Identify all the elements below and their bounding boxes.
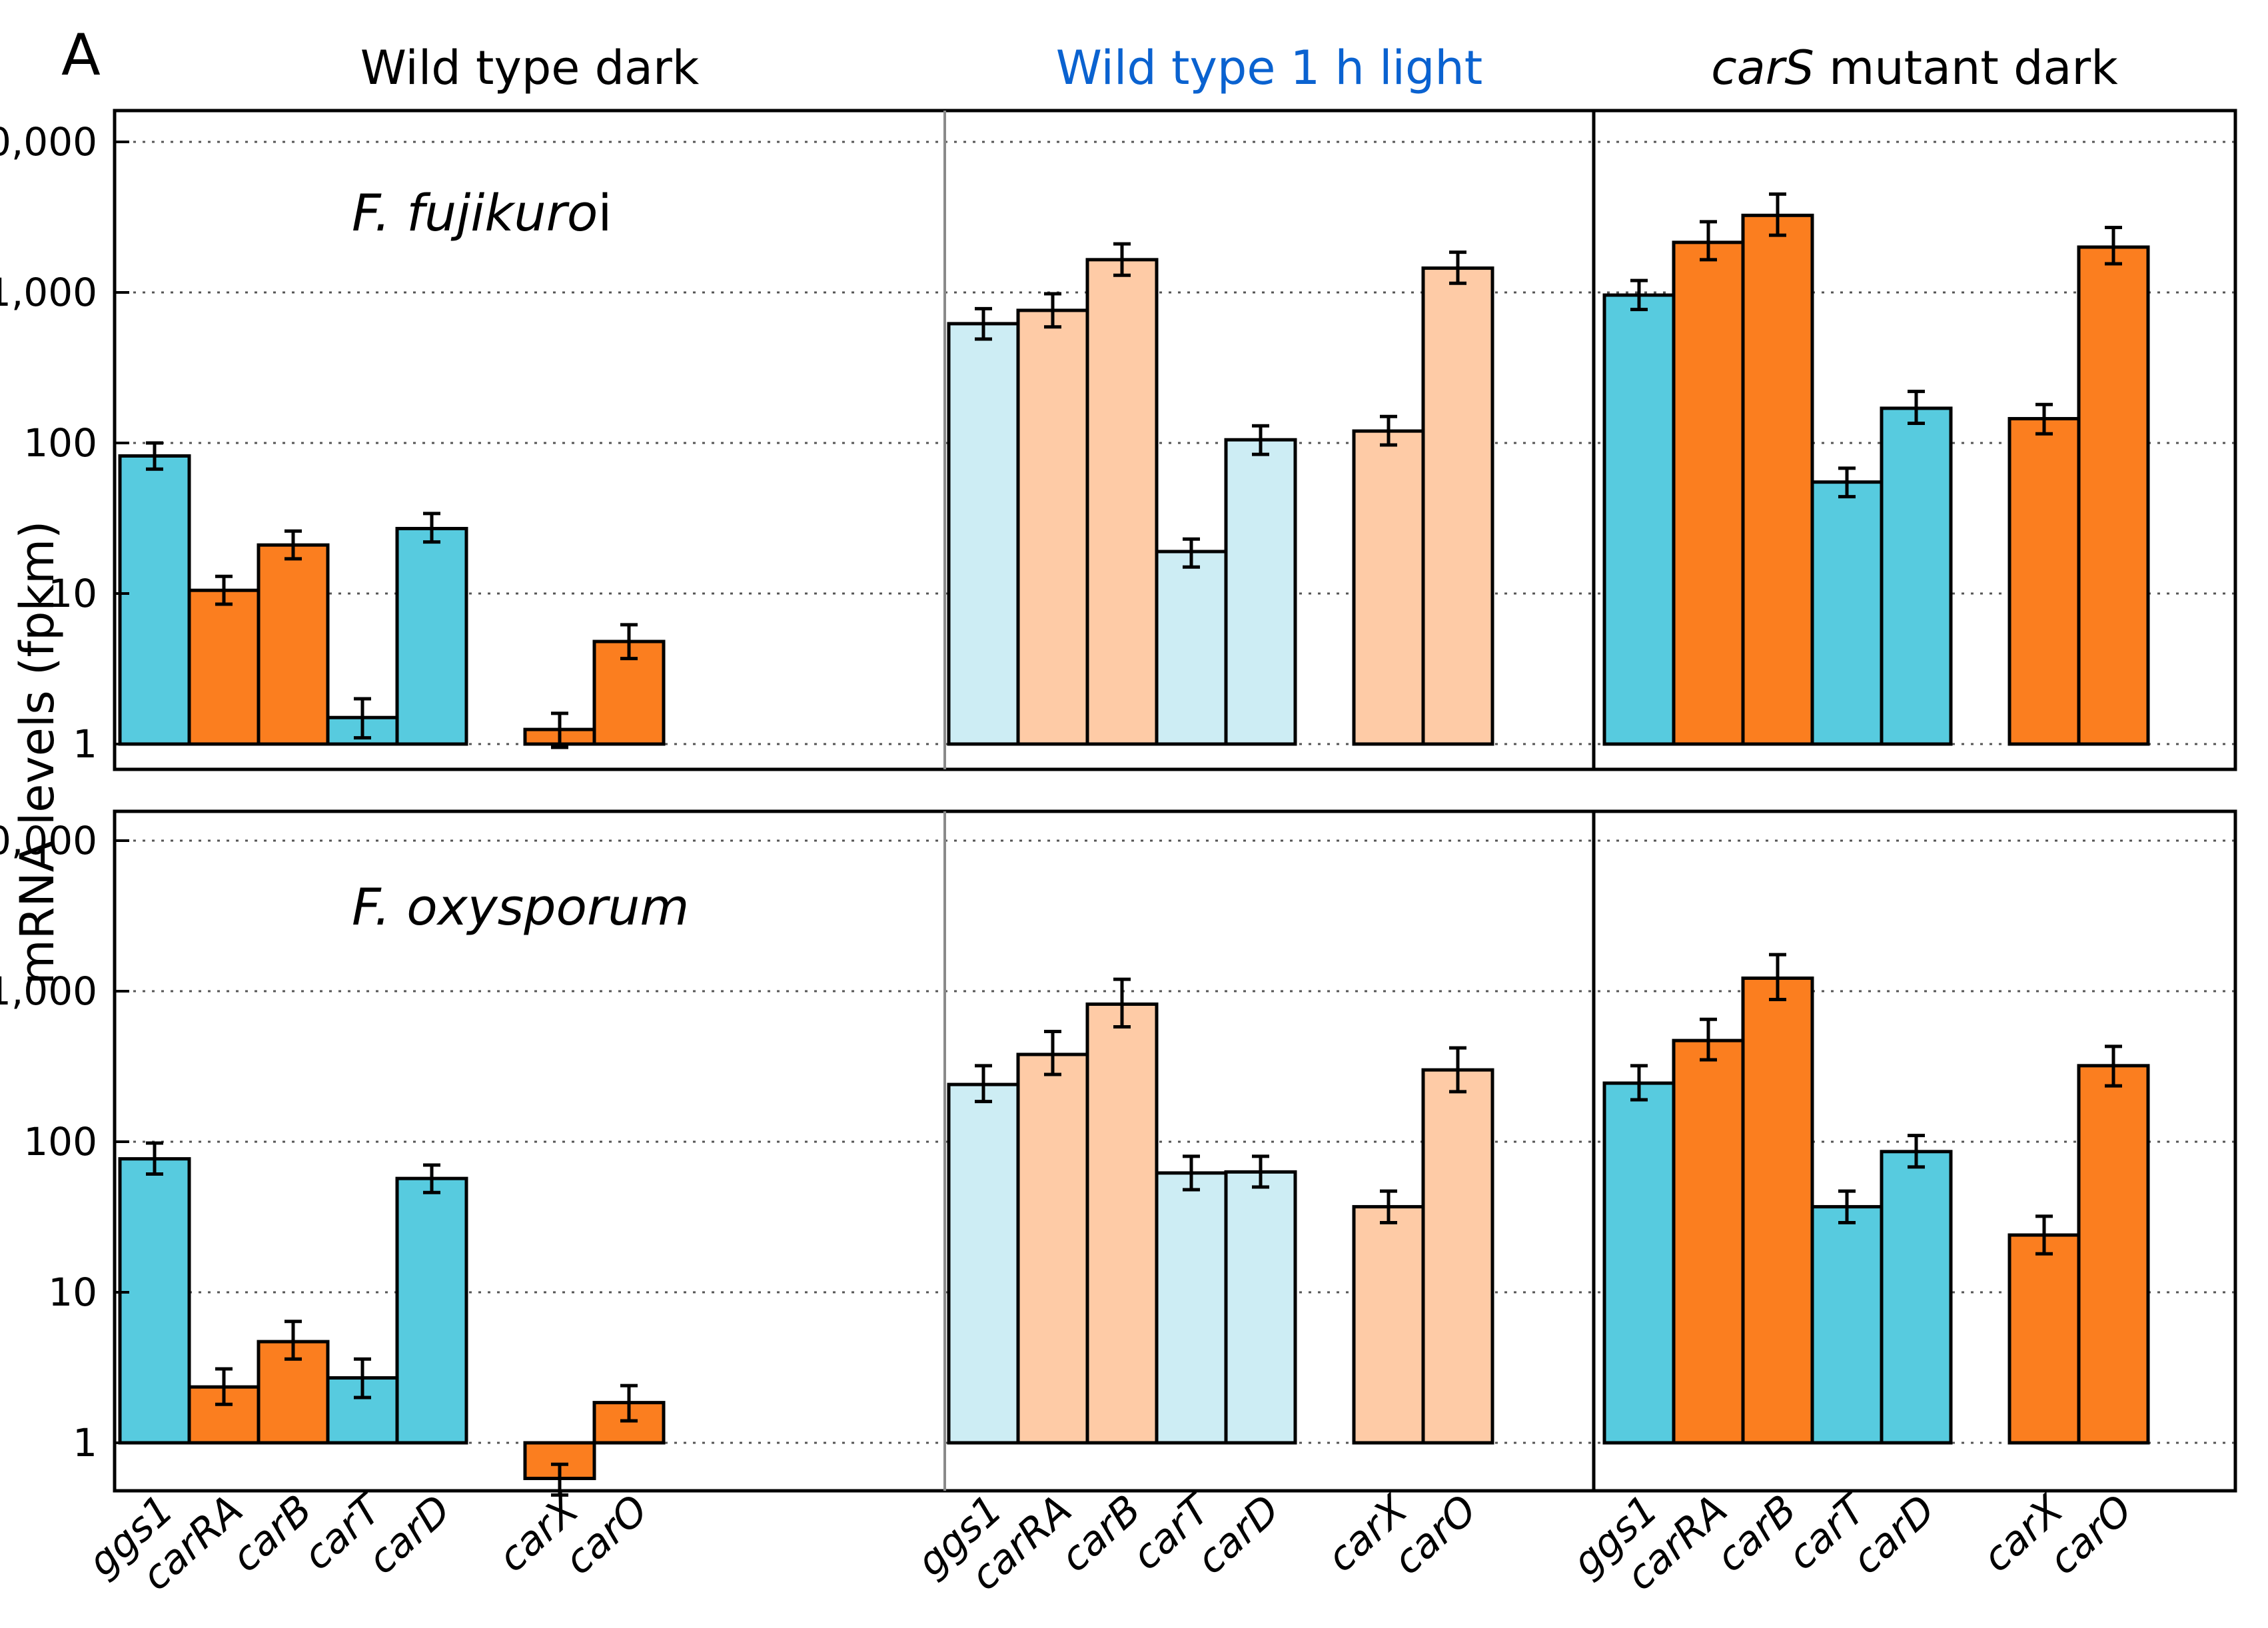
bars-layer (118, 192, 2150, 1497)
y-tick-label: 1 (73, 721, 97, 767)
bar (1016, 1052, 1089, 1445)
bar (1155, 1171, 1228, 1445)
bar (1602, 1081, 1676, 1445)
panel-frame (113, 809, 2237, 1493)
bar (118, 1157, 191, 1445)
bar (2007, 417, 2081, 746)
bar (1602, 293, 1676, 746)
condition-title: Wild type dark (360, 41, 700, 95)
bar (395, 1176, 468, 1445)
bar (1352, 429, 1425, 746)
y-tick-label: 10,000 (0, 119, 97, 165)
bar (592, 1401, 666, 1445)
bar (947, 1082, 1020, 1445)
bar (2077, 1064, 2150, 1445)
organism-label: F. oxysporum (352, 877, 689, 937)
bar (1421, 266, 1494, 746)
organism-label-italic: F. fujikuro (352, 183, 598, 242)
y-tick-label: 10 (48, 1270, 97, 1315)
organism-label-italic: F. oxysporum (352, 877, 689, 937)
bar (1741, 213, 1814, 746)
y-tick-label: 100 (23, 420, 97, 466)
y-tick-label: 1,000 (0, 270, 97, 315)
bar (1085, 258, 1159, 746)
bar (118, 454, 191, 746)
organism-label-suffix: i (598, 183, 612, 242)
bar (1810, 1205, 1884, 1445)
y-tick-label: 10,000 (0, 818, 97, 863)
bar (1421, 1068, 1494, 1445)
bar (1672, 1038, 1745, 1445)
bar (1224, 438, 1297, 746)
bar (2077, 245, 2150, 746)
bar (187, 588, 261, 746)
bar (257, 543, 330, 746)
condition-title-italic: carS (1711, 41, 1814, 95)
bar (1224, 1170, 1297, 1445)
condition-title: carS mutant dark (1711, 41, 2118, 95)
bar (1880, 406, 1953, 746)
bar (1085, 1002, 1159, 1445)
bar (2007, 1233, 2081, 1445)
organism-label: F. fujikuroi (352, 183, 612, 242)
y-tick-label: 10 (48, 571, 97, 616)
bar (1016, 308, 1089, 746)
condition-title-rest: mutant dark (1814, 41, 2118, 95)
frames-layer (113, 109, 2237, 1493)
bar (947, 322, 1020, 746)
y-axis-title: mRNA levels (fpkm) (10, 521, 65, 985)
bar (1672, 240, 1745, 746)
y-tick-label: 1,000 (0, 969, 97, 1014)
bar (1741, 976, 1814, 1445)
bar (1352, 1205, 1425, 1445)
figure-label: A (61, 22, 101, 89)
bar (395, 527, 468, 746)
condition-title: Wild type 1 h light (1056, 41, 1482, 95)
y-tick-label: 100 (23, 1119, 97, 1164)
bar (1880, 1150, 1953, 1445)
y-tick-label: 1 (73, 1420, 97, 1465)
panel-frame (113, 109, 2237, 771)
bar (1810, 480, 1884, 746)
bar (1155, 550, 1228, 746)
